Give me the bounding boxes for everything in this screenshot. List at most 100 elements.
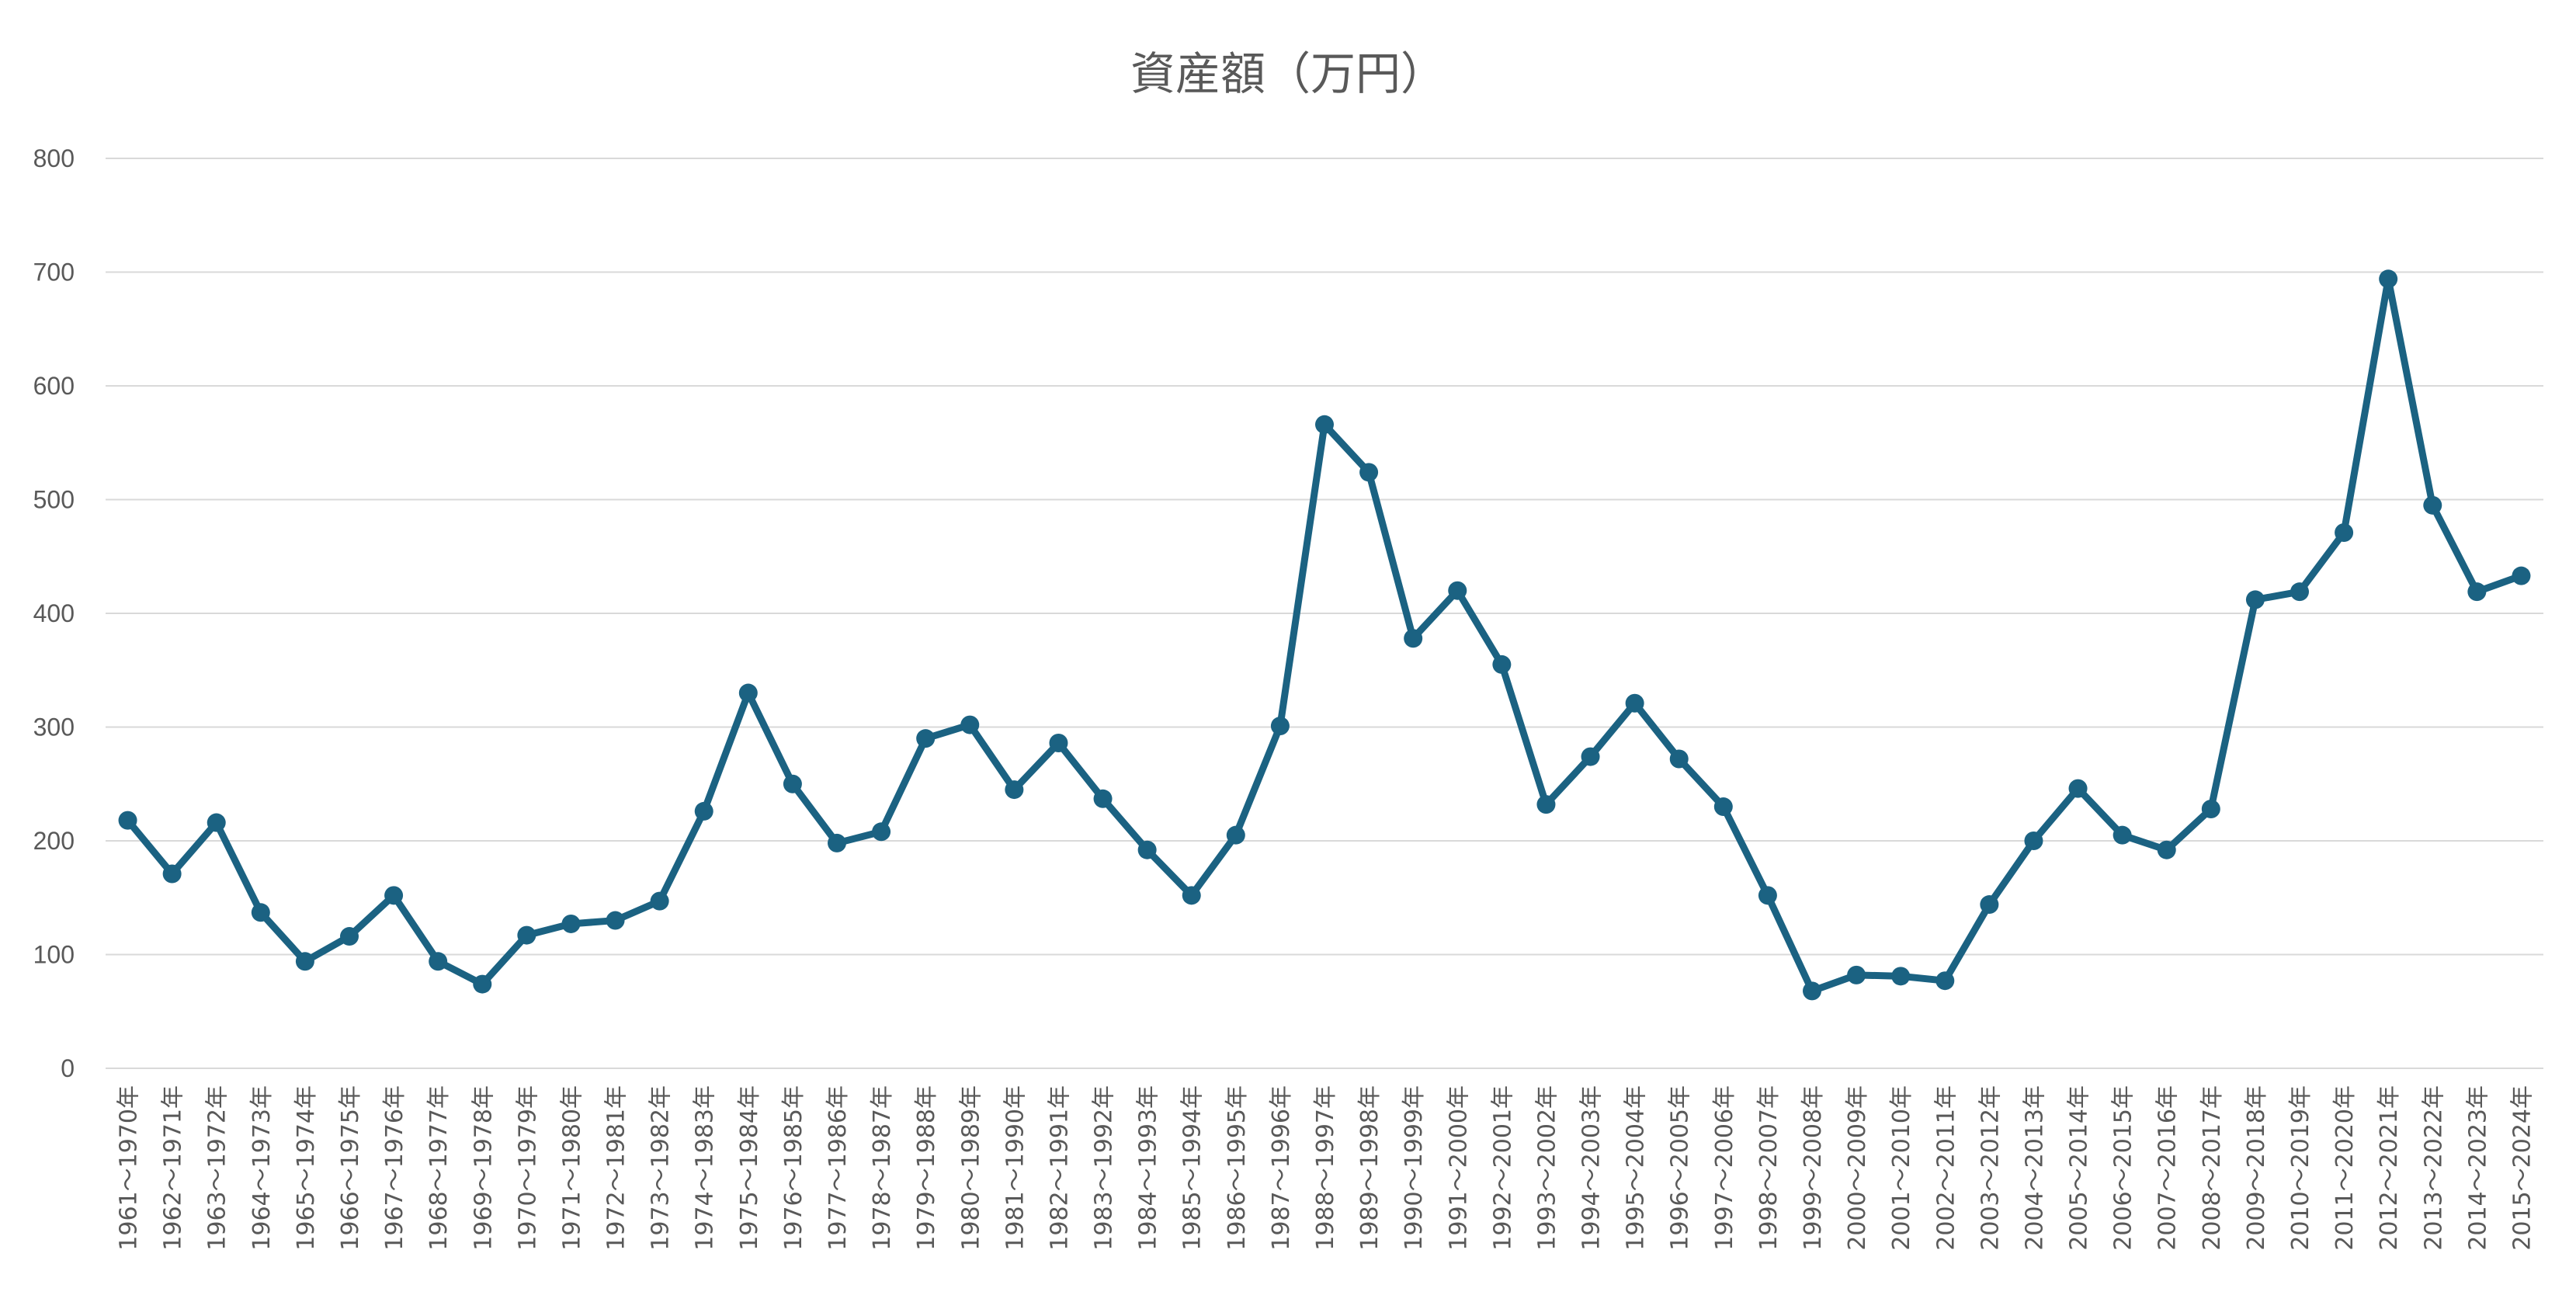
data-point [1713, 797, 1733, 817]
data-point [650, 891, 669, 911]
gridlines [106, 158, 2543, 1069]
x-tick-label: 1998～2007年 [1755, 1085, 1783, 1251]
x-tick-label: 1966～1975年 [337, 1085, 364, 1251]
data-point [251, 903, 270, 922]
data-point [1315, 415, 1334, 434]
data-point [783, 774, 802, 793]
x-tick-label: 1968～1977年 [425, 1085, 453, 1251]
data-point [1935, 971, 1955, 991]
x-tick-label: 2012～2021年 [2376, 1085, 2403, 1251]
x-tick-label: 1973～1982年 [647, 1085, 675, 1251]
data-point [429, 952, 448, 971]
x-tick-label: 1979～1988年 [913, 1085, 940, 1251]
y-tick-label: 300 [33, 713, 75, 741]
data-point [1847, 965, 1866, 984]
data-point [1049, 734, 1068, 753]
x-tick-label: 1993～2002年 [1533, 1085, 1561, 1251]
x-tick-label: 1972～1981年 [603, 1085, 630, 1251]
x-tick-label: 1984～1993年 [1135, 1085, 1162, 1251]
data-point [738, 683, 758, 703]
data-point [2245, 590, 2265, 609]
x-tick-label: 1999～2008年 [1800, 1085, 1827, 1251]
data-point [1404, 629, 1423, 648]
data-point [2068, 779, 2088, 798]
data-point [694, 801, 713, 821]
x-tick-label: 1964～1973年 [248, 1085, 276, 1251]
x-tick-label: 1962～1971年 [160, 1085, 187, 1251]
x-tick-label: 2004～2013年 [2021, 1085, 2048, 1251]
data-point [1359, 463, 1379, 482]
data-point [606, 911, 625, 930]
data-point [2290, 582, 2309, 602]
x-tick-label: 1981～1990年 [1002, 1085, 1029, 1251]
data-point [1625, 693, 1644, 713]
x-tick-label: 2005～2014年 [2066, 1085, 2093, 1251]
y-tick-label: 400 [33, 599, 75, 627]
x-tick-label: 1991～2000年 [1445, 1085, 1472, 1251]
data-point [1891, 967, 1911, 986]
x-tick-label: 1978～1987年 [869, 1085, 896, 1251]
x-tick-label: 2007～2016年 [2154, 1085, 2182, 1251]
data-point [517, 925, 536, 945]
x-tick-label: 2010～2019年 [2287, 1085, 2314, 1251]
x-tick-label: 1986～1995年 [1224, 1085, 1251, 1251]
data-point [1581, 747, 1600, 766]
data-point [162, 864, 182, 884]
x-tick-label: 1977～1986年 [825, 1085, 852, 1251]
x-tick-label: 1971～1980年 [558, 1085, 585, 1251]
data-point [2157, 840, 2176, 859]
data-point [2024, 832, 2043, 850]
x-tick-label: 1969～1978年 [470, 1085, 497, 1251]
x-tick-label: 2002～2011年 [1932, 1085, 1960, 1251]
y-tick-label: 500 [33, 486, 75, 514]
data-point [872, 822, 891, 842]
x-tick-label: 2001～2010年 [1888, 1085, 1915, 1251]
x-tick-label: 1994～2003年 [1578, 1085, 1606, 1251]
data-point [1448, 581, 1467, 600]
x-tick-label: 1992～2001年 [1489, 1085, 1516, 1251]
data-point [1226, 825, 1245, 845]
x-tick-label: 1974～1983年 [692, 1085, 719, 1251]
x-tick-label: 1983～1992年 [1091, 1085, 1118, 1251]
data-point [2467, 582, 2487, 602]
data-point [1803, 981, 1821, 1001]
data-point [2512, 566, 2531, 585]
data-point [561, 914, 581, 933]
data-point [1093, 789, 1113, 808]
data-point [960, 715, 980, 734]
x-tick-label: 1976～1985年 [780, 1085, 807, 1251]
x-tick-label: 1990～1999年 [1401, 1085, 1428, 1251]
y-axis-ticks: 0 100 200 300 400 500 600 700 800 [33, 144, 75, 1082]
x-tick-label: 2011～2020年 [2331, 1085, 2359, 1251]
x-axis-ticks: 1961～1970年 1962～1971年 1963～1972年 1964～1973年… [116, 1085, 2536, 1251]
x-tick-label: 1988～1997年 [1312, 1085, 1339, 1251]
x-tick-label: 1982～1991年 [1046, 1085, 1073, 1251]
data-point [118, 811, 137, 830]
data-point [1492, 654, 1512, 674]
x-tick-label: 1987～1996年 [1268, 1085, 1295, 1251]
data-point [2379, 269, 2398, 289]
data-point [1980, 895, 1999, 915]
x-tick-label: 1975～1984年 [736, 1085, 763, 1251]
data-point [473, 974, 492, 994]
x-tick-label: 1963～1972年 [204, 1085, 231, 1251]
x-tick-label: 1967～1976年 [381, 1085, 408, 1251]
x-tick-label: 1970～1979年 [514, 1085, 541, 1251]
data-point [1669, 749, 1689, 769]
x-tick-label: 2006～2015年 [2110, 1085, 2137, 1251]
x-tick-label: 1980～1989年 [957, 1085, 984, 1251]
chart-title: 資産額（万円） [1130, 47, 1446, 100]
x-tick-label: 1995～2004年 [1623, 1085, 1650, 1251]
y-tick-label: 100 [33, 941, 75, 969]
data-point [1536, 795, 1556, 814]
data-point [2335, 523, 2354, 542]
data-point [828, 833, 846, 852]
x-tick-label: 2008～2017年 [2199, 1085, 2226, 1251]
x-tick-label: 2015～2024年 [2508, 1085, 2536, 1251]
y-tick-label: 600 [33, 372, 75, 400]
x-tick-label: 2003～2012年 [1977, 1085, 2004, 1251]
y-tick-label: 0 [61, 1054, 75, 1082]
x-tick-label: 2014～2023年 [2464, 1085, 2491, 1251]
